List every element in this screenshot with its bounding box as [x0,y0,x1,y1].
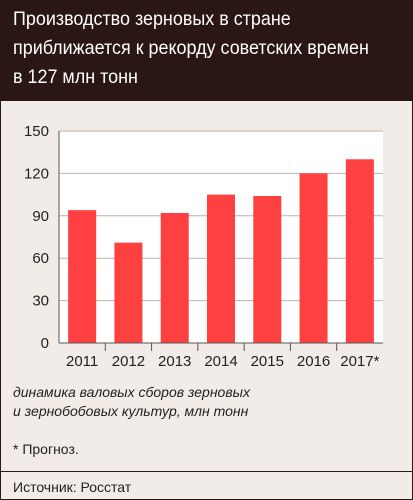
bar-2014 [207,194,235,343]
bar-2016 [299,173,328,343]
bar-chart: 0 30 60 90 120 150 2011 2012 2013 2014 2015 2016 201… [24,123,383,370]
x-tick-label: 2013 [158,353,191,370]
x-tick-label: 2017* [340,353,379,370]
forecast-footnote: * Прогноз. [13,441,79,457]
bar-2011 [68,210,97,343]
x-tick-label: 2011 [66,353,98,370]
y-tick-label: 0 [41,335,49,352]
source-note: Источник: Росстат [13,479,132,495]
x-tick-label: 2014 [204,353,237,370]
footer-divider [1,471,412,472]
y-tick-label: 60 [32,250,49,267]
chart-caption: динамика валовых сборов зерновых и зерно… [13,384,250,419]
bar-2015 [253,196,282,343]
y-tick-label: 120 [24,165,49,182]
header-band: Производство зерновых в стране приближае… [1,1,412,101]
y-tick-label: 90 [32,208,49,225]
y-tick-label: 150 [24,123,49,140]
x-tick-label: 2015 [251,353,284,370]
x-tick-label: 2012 [112,353,145,370]
bar-2013 [160,212,189,343]
bar-2012 [114,242,143,343]
x-tick-label: 2016 [297,353,330,370]
bar-2017* [345,159,374,343]
y-tick-label: 30 [32,293,49,310]
chart-title: Производство зерновых в стране приближае… [13,8,369,88]
